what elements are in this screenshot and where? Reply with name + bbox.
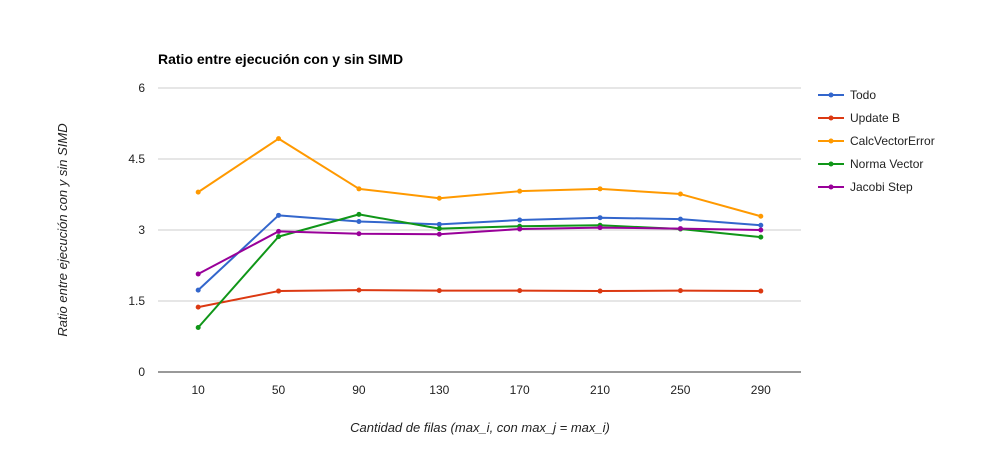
legend-item: Todo (818, 88, 876, 102)
y-tick-label: 0 (138, 365, 145, 379)
y-tick-label: 3 (138, 223, 145, 237)
x-tick-label: 210 (590, 383, 610, 397)
legend-marker (828, 138, 834, 144)
y-tick-label: 6 (138, 81, 145, 95)
legend-item: Jacobi Step (818, 180, 913, 194)
legend-label: Update B (850, 111, 900, 125)
data-point (276, 234, 282, 240)
data-point (517, 288, 523, 294)
data-point (436, 195, 442, 201)
legend: Todo Update B CalcVectorError Norma Vector J… (818, 88, 935, 194)
series-group (195, 136, 764, 331)
chart-title: Ratio entre ejecución con y sin SIMD (158, 51, 403, 67)
data-point (758, 227, 764, 233)
legend-label: CalcVectorError (850, 134, 935, 148)
data-point (195, 287, 201, 293)
data-point (758, 234, 764, 240)
y-tick-label: 4.5 (128, 152, 145, 166)
data-point (276, 228, 282, 234)
series-line (197, 137, 762, 218)
x-tick-label: 130 (429, 383, 449, 397)
x-tick-label: 50 (272, 383, 286, 397)
data-point (356, 231, 362, 237)
legend-marker (828, 115, 834, 121)
data-point (677, 226, 683, 232)
x-tick-label: 90 (352, 383, 366, 397)
data-point (195, 325, 201, 331)
data-point (436, 226, 442, 232)
data-point (276, 136, 282, 142)
legend-marker (828, 92, 834, 98)
data-point (597, 186, 603, 192)
data-point (517, 217, 523, 223)
series-line (197, 289, 761, 309)
legend-item: CalcVectorError (818, 134, 935, 148)
legend-marker (828, 161, 834, 167)
legend-item: Update B (818, 111, 900, 125)
data-point (356, 287, 362, 293)
data-point (276, 212, 282, 218)
x-axis-title: Cantidad de filas (max_i, con max_j = ma… (350, 420, 610, 435)
y-tick-label: 1.5 (128, 294, 145, 308)
data-point (677, 288, 683, 294)
data-point (436, 288, 442, 294)
data-point (597, 215, 603, 221)
data-point (758, 288, 764, 294)
data-point (597, 225, 603, 231)
legend-label: Jacobi Step (850, 180, 913, 194)
data-point (356, 211, 362, 217)
data-point (436, 231, 442, 237)
x-tick-label: 290 (751, 383, 771, 397)
x-axis-ticks: 10 50 90 130 170 210 250 290 (192, 383, 772, 397)
y-axis-ticks: 0 1.5 3 4.5 6 (128, 81, 145, 379)
data-point (356, 218, 362, 224)
data-point (195, 304, 201, 310)
x-tick-label: 10 (192, 383, 206, 397)
legend-marker (828, 184, 834, 190)
legend-item: Norma Vector (818, 157, 923, 171)
data-point (677, 191, 683, 197)
series-line (197, 226, 761, 275)
data-point (677, 216, 683, 222)
data-point (356, 186, 362, 192)
data-point (195, 271, 201, 277)
data-point (517, 226, 523, 232)
series-line (197, 214, 761, 291)
legend-label: Todo (850, 88, 876, 102)
data-point (195, 189, 201, 195)
data-point (758, 222, 764, 228)
data-point (597, 288, 603, 294)
data-point (758, 213, 764, 219)
data-point (436, 221, 442, 227)
legend-label: Norma Vector (850, 157, 923, 171)
data-point (276, 288, 282, 294)
y-axis-title: Ratio entre ejecución con y sin SIMD (55, 123, 70, 336)
x-tick-label: 170 (510, 383, 530, 397)
data-point (517, 188, 523, 194)
x-tick-label: 250 (670, 383, 690, 397)
